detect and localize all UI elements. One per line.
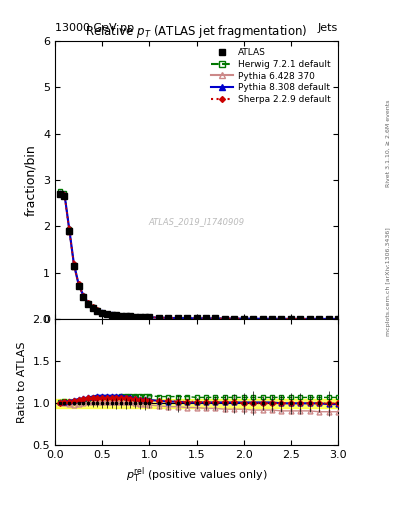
Text: Rivet 3.1.10, ≥ 2.6M events: Rivet 3.1.10, ≥ 2.6M events xyxy=(386,100,391,187)
X-axis label: $p_{\mathrm{T}}^{\mathrm{rel}}$ (positive values only): $p_{\mathrm{T}}^{\mathrm{rel}}$ (positiv… xyxy=(126,466,267,485)
Text: mcplots.cern.ch [arXiv:1306.3436]: mcplots.cern.ch [arXiv:1306.3436] xyxy=(386,227,391,336)
Y-axis label: fraction/bin: fraction/bin xyxy=(24,144,37,216)
Legend: ATLAS, Herwig 7.2.1 default, Pythia 6.428 370, Pythia 8.308 default, Sherpa 2.2.: ATLAS, Herwig 7.2.1 default, Pythia 6.42… xyxy=(208,46,334,106)
Text: Jets: Jets xyxy=(318,23,338,33)
Text: 13000 GeV pp: 13000 GeV pp xyxy=(55,23,134,33)
Y-axis label: Ratio to ATLAS: Ratio to ATLAS xyxy=(17,342,27,423)
Title: Relative $p_T$ (ATLAS jet fragmentation): Relative $p_T$ (ATLAS jet fragmentation) xyxy=(85,24,308,40)
Text: ATLAS_2019_I1740909: ATLAS_2019_I1740909 xyxy=(149,217,244,226)
Bar xyxy=(55,399,338,408)
